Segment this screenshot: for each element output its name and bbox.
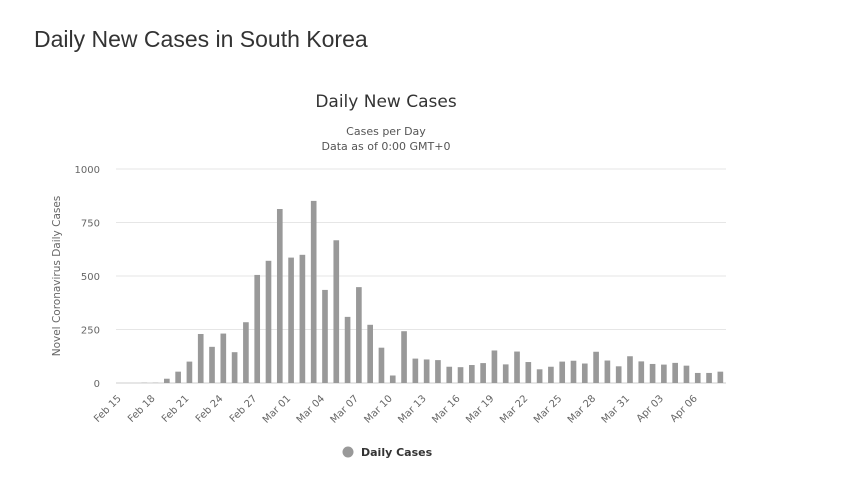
bar[interactable] [649, 363, 656, 383]
bar[interactable] [502, 364, 509, 383]
bar[interactable] [333, 240, 340, 383]
bar[interactable] [514, 351, 520, 383]
bar[interactable] [243, 322, 249, 383]
x-tick-label: Apr 06 [669, 393, 700, 424]
bar[interactable] [186, 361, 193, 383]
bar[interactable] [299, 254, 306, 383]
bar[interactable] [581, 363, 588, 383]
y-tick-label: 250 [81, 326, 100, 337]
bar[interactable] [435, 360, 441, 383]
bar[interactable] [480, 363, 486, 383]
chart-subtitle-line-1: Cases per Day [346, 125, 426, 138]
bar[interactable] [378, 347, 385, 383]
bar[interactable] [310, 200, 317, 383]
y-tick-label: 750 [81, 219, 100, 230]
x-tick-label: Mar 04 [295, 393, 327, 425]
x-tick-label: Feb 27 [228, 393, 260, 425]
bar[interactable] [694, 372, 701, 383]
bar[interactable] [570, 360, 577, 383]
legend-label[interactable]: Daily Cases [361, 446, 433, 459]
x-tick-label: Mar 19 [464, 393, 496, 425]
chart-subtitle-line-2: Data as of 0:00 GMT+0 [322, 140, 451, 153]
bars[interactable] [141, 200, 724, 383]
bar[interactable] [491, 350, 498, 383]
x-tick-label: Mar 22 [498, 393, 530, 425]
x-tick-label: Mar 31 [600, 393, 632, 425]
bar[interactable] [322, 289, 328, 383]
bar[interactable] [401, 331, 407, 383]
bar[interactable] [175, 371, 181, 383]
bar[interactable] [197, 333, 204, 383]
bar[interactable] [288, 257, 294, 383]
bar[interactable] [231, 352, 238, 383]
x-tick-label: Feb 24 [194, 393, 226, 425]
legend-marker[interactable] [342, 446, 354, 458]
bar[interactable] [344, 316, 351, 383]
gridlines [116, 168, 726, 384]
bar[interactable] [220, 333, 227, 383]
bar[interactable] [209, 346, 215, 383]
bar[interactable] [706, 372, 712, 383]
x-tick-label: Apr 03 [635, 393, 666, 424]
bar[interactable] [265, 260, 272, 383]
x-tick-label: Feb 21 [160, 393, 192, 425]
page-heading: Daily New Cases in South Korea [34, 26, 368, 52]
bar[interactable] [548, 366, 554, 383]
bar[interactable] [638, 361, 645, 383]
y-tick-label: 500 [81, 272, 100, 283]
legend[interactable]: Daily Cases [342, 446, 433, 459]
x-tick-label: Mar 01 [261, 393, 293, 425]
x-tick-label: Mar 07 [329, 393, 361, 425]
x-tick-label: Mar 28 [566, 393, 598, 425]
bar[interactable] [525, 362, 532, 383]
x-tick-label: Feb 15 [92, 393, 124, 425]
bar[interactable] [389, 375, 396, 383]
x-tick-label: Mar 10 [363, 393, 395, 425]
x-tick-label: Mar 16 [430, 393, 462, 425]
x-tick-label: Feb 18 [126, 393, 158, 425]
bar[interactable] [469, 365, 475, 383]
bar[interactable] [356, 287, 362, 383]
bar[interactable] [683, 365, 690, 383]
x-tick-label: Mar 13 [396, 393, 428, 425]
y-tick-label: 1000 [75, 165, 100, 176]
bar[interactable] [446, 366, 453, 383]
bar[interactable] [254, 274, 261, 383]
chart-title: Daily New Cases [315, 92, 457, 112]
y-tick-label: 0 [94, 379, 100, 390]
bar[interactable] [627, 356, 633, 383]
bar[interactable] [536, 369, 543, 383]
bar[interactable] [615, 366, 622, 383]
y-axis-title: Novel Coronavirus Daily Cases [51, 196, 63, 357]
bar[interactable] [367, 324, 373, 383]
bar[interactable] [423, 359, 430, 383]
bar[interactable] [164, 378, 170, 383]
x-axis-ticks: Feb 15 Feb 18 Feb 21 Feb 24 Feb 27 Mar 01 Mar … [92, 393, 700, 425]
x-tick-label: Mar 25 [532, 393, 564, 425]
bar[interactable] [672, 362, 678, 383]
bar[interactable] [717, 371, 724, 383]
bar[interactable] [559, 361, 566, 383]
bar[interactable] [276, 209, 283, 383]
bar[interactable] [604, 360, 611, 383]
bar[interactable] [412, 358, 419, 383]
bar[interactable] [457, 367, 464, 383]
y-axis-ticks: 0 250 500 750 1000 [75, 165, 100, 390]
bar[interactable] [661, 364, 667, 383]
bar[interactable] [593, 351, 599, 383]
